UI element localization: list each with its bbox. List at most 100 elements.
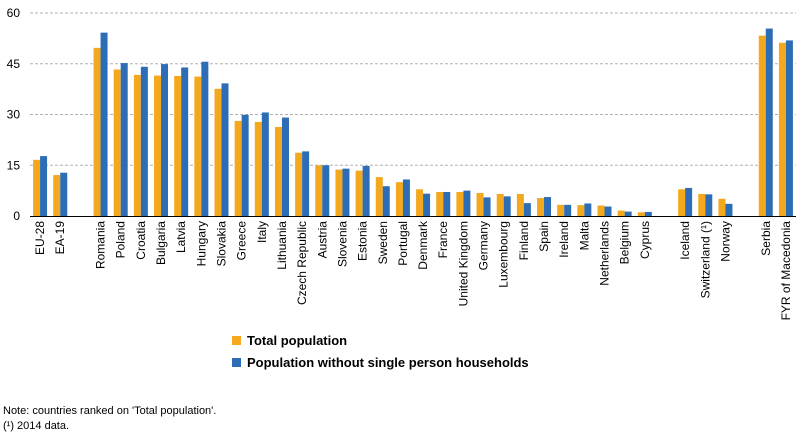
bar-without-single-23 (503, 196, 511, 216)
bar-without-single-26 (564, 204, 572, 216)
bar-without-single-18 (402, 179, 410, 216)
bar-without-single-15 (342, 168, 350, 216)
footnotes: Note: countries ranked on 'Total populat… (3, 404, 216, 434)
bar-without-single-27 (584, 203, 592, 216)
bar-without-single-36 (765, 28, 773, 216)
bar-without-single-4 (120, 63, 128, 216)
bar-without-single-32 (685, 187, 693, 216)
bar-total-37 (778, 42, 786, 217)
x-tick-label: Norway (718, 221, 732, 262)
bar-without-single-17 (382, 186, 390, 216)
x-tick-label: Bulgaria (154, 221, 168, 265)
x-tick-label: Latvia (174, 221, 188, 253)
bar-without-single-6 (161, 64, 169, 216)
x-tick-label: Italy (255, 221, 269, 243)
bars (33, 28, 793, 217)
bar-total-9 (214, 88, 222, 216)
bar-without-single-33 (705, 194, 713, 216)
bar-total-14 (315, 165, 323, 216)
bar-total-32 (678, 189, 686, 216)
y-tick-label: 60 (7, 6, 21, 20)
bar-without-single-13 (302, 151, 310, 216)
bar-total-19 (416, 189, 424, 216)
x-tick-label: Portugal (396, 221, 410, 266)
y-tick-label: 0 (13, 209, 20, 223)
x-tick-label: Spain (537, 221, 551, 252)
bar-without-single-1 (60, 172, 68, 216)
bar-without-single-9 (221, 83, 229, 216)
legend-swatch-total (232, 335, 241, 345)
x-tick-label: Denmark (416, 220, 430, 270)
bar-without-single-14 (322, 165, 330, 216)
bar-total-15 (335, 169, 343, 216)
bar-total-23 (496, 194, 504, 216)
x-tick-label: Belgium (618, 221, 632, 264)
x-tick-label: Slovakia (215, 221, 229, 267)
bar-without-single-37 (785, 40, 793, 216)
x-tick-label: Slovenia (335, 221, 349, 267)
bar-total-21 (456, 191, 464, 216)
x-tick-label: Ireland (557, 221, 571, 258)
bar-without-single-34 (725, 203, 733, 216)
bar-total-34 (718, 198, 726, 216)
bar-total-26 (557, 204, 565, 216)
legend: Total population Population without sing… (232, 330, 529, 374)
x-tick-label: EA-19 (53, 221, 67, 255)
x-tick-label: EU-28 (33, 221, 47, 255)
x-tick-label: France (436, 221, 450, 259)
bar-without-single-8 (201, 61, 209, 216)
x-tick-label: Netherlands (598, 221, 612, 286)
bar-total-22 (476, 192, 484, 216)
bar-without-single-30 (644, 211, 652, 216)
bar-total-8 (194, 76, 202, 217)
x-tick-label: United Kingdom (456, 221, 470, 306)
bar-total-30 (637, 212, 645, 216)
x-tick-label: Finland (517, 221, 531, 260)
bar-without-single-22 (483, 197, 491, 216)
legend-item-without-single: Population without single person househo… (232, 352, 529, 372)
bar-total-11 (254, 121, 262, 216)
bar-total-3 (93, 47, 101, 217)
bar-without-single-3 (100, 32, 108, 216)
bar-total-4 (113, 69, 121, 216)
legend-label-total: Total population (247, 332, 348, 348)
bar-total-1 (53, 175, 61, 216)
bar-total-16 (355, 170, 363, 216)
bar-total-29 (617, 210, 625, 216)
x-tick-label: Hungary (194, 221, 208, 266)
x-tick-label: Lithuania (275, 221, 289, 270)
x-tick-label: Czech Republic (295, 221, 309, 305)
bar-without-single-20 (443, 191, 451, 216)
bar-total-20 (436, 191, 444, 216)
bar-total-24 (516, 194, 524, 216)
bar-without-single-12 (281, 117, 289, 216)
bar-total-18 (395, 182, 403, 216)
bar-without-single-11 (261, 112, 269, 216)
bar-total-7 (174, 75, 182, 217)
x-tick-label: Malta (577, 221, 591, 251)
y-tick-label: 30 (7, 108, 21, 122)
x-axis-tick-labels: EU-28 EA-19 Romania Poland Croatia Bulgaria La… (33, 220, 793, 320)
bar-without-single-5 (140, 66, 148, 216)
bar-total-36 (758, 35, 766, 216)
bar-total-10 (234, 120, 242, 216)
bar-total-13 (295, 152, 303, 216)
bar-total-12 (274, 127, 282, 216)
y-axis-tick-labels: 0 15 30 45 60 (7, 6, 21, 223)
bar-without-single-10 (241, 114, 249, 216)
x-tick-label: Switzerland (¹) (698, 221, 712, 298)
x-tick-label: Serbia (759, 221, 773, 256)
bar-without-single-29 (624, 211, 632, 216)
bar-total-5 (133, 74, 141, 216)
bar-without-single-25 (544, 197, 552, 216)
bar-without-single-7 (181, 67, 189, 216)
bar-total-27 (577, 205, 585, 216)
x-tick-label: FYR of Macedonia (779, 221, 793, 321)
bar-total-28 (597, 205, 605, 216)
y-tick-label: 15 (7, 158, 21, 172)
bar-total-6 (154, 75, 162, 216)
bar-total-25 (537, 198, 545, 216)
bar-total-17 (375, 177, 383, 216)
legend-item-total: Total population (232, 330, 529, 350)
